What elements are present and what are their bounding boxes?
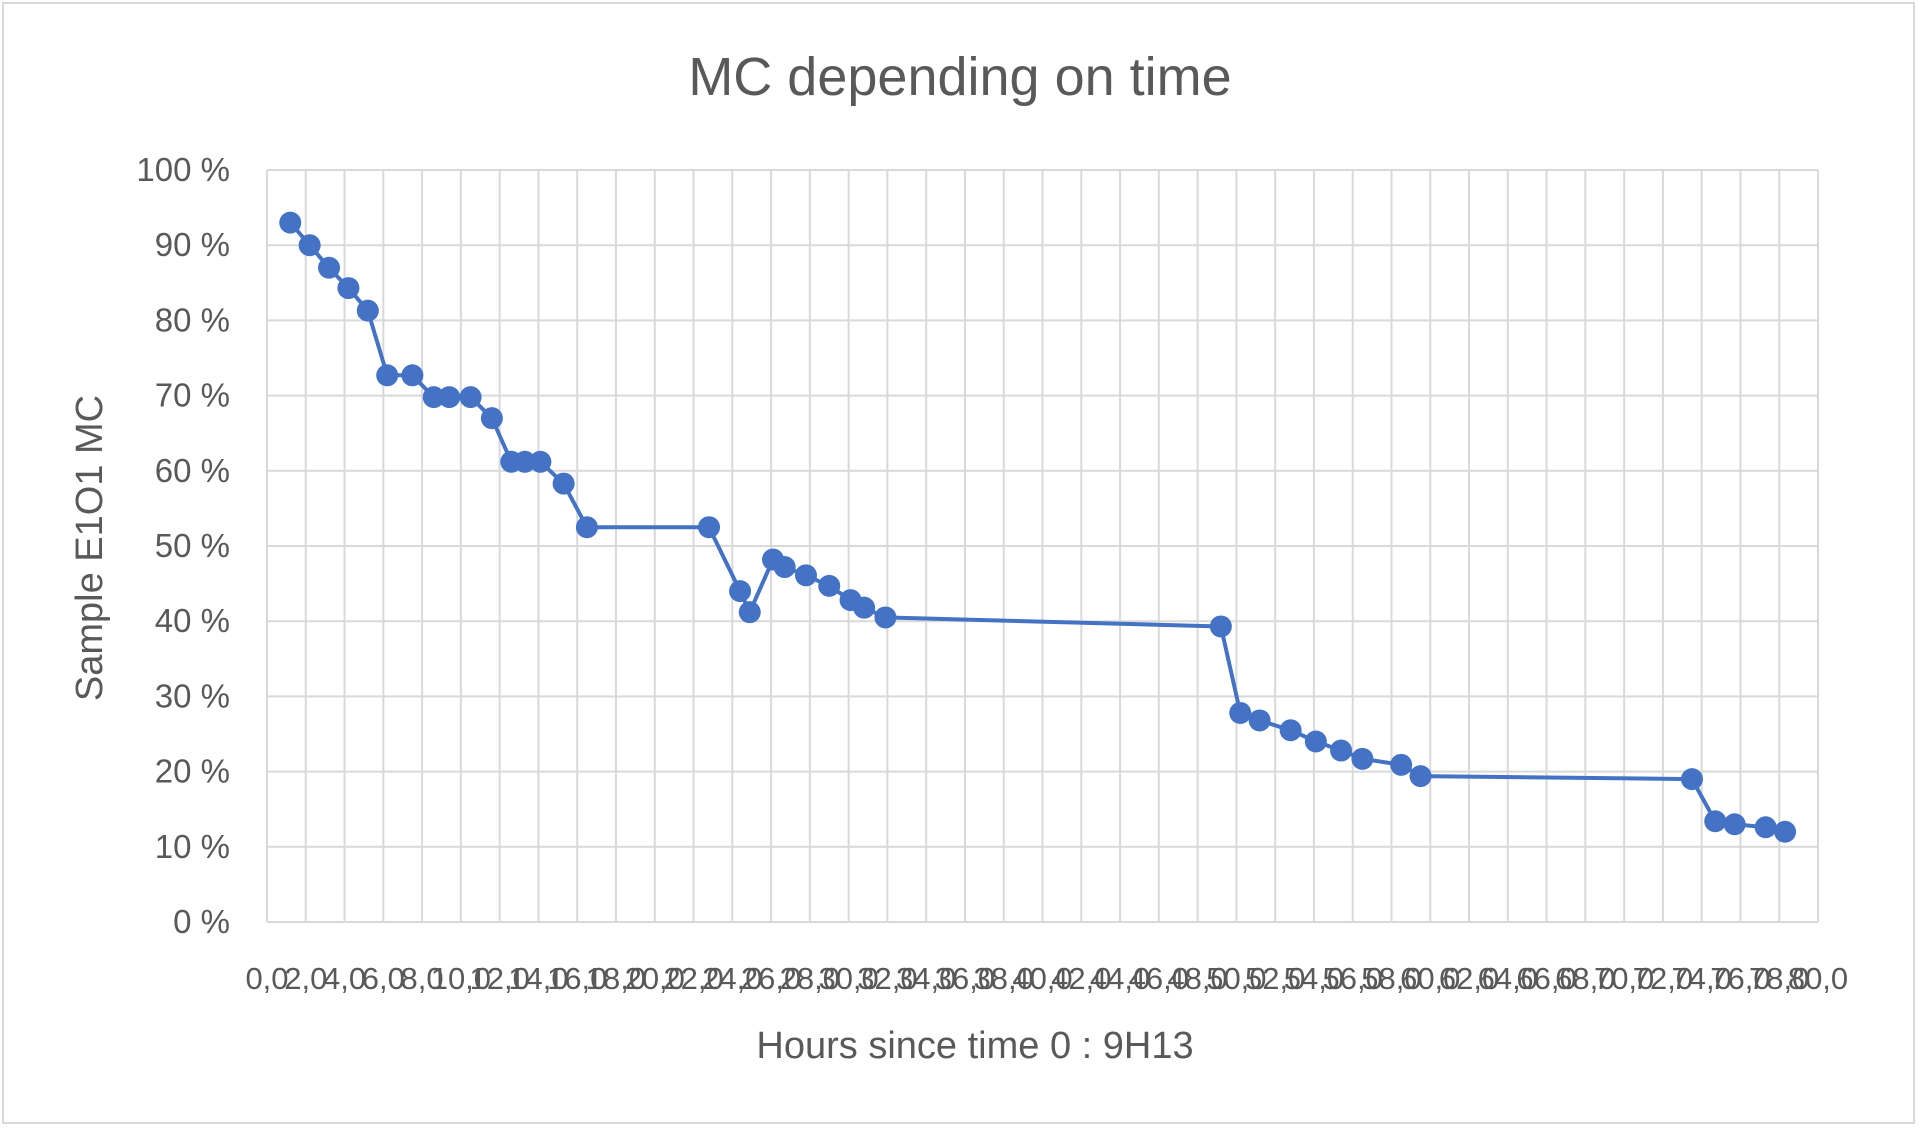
x-tick-label: 16,0 (547, 961, 607, 996)
x-tick-label: 60,0 (1400, 961, 1460, 996)
x-tick-label: 6,0 (362, 961, 405, 996)
data-point (1279, 719, 1302, 742)
x-tick-label: 66,0 (1516, 961, 1576, 996)
y-tick-label: 100 % (136, 151, 230, 188)
data-point (513, 450, 536, 473)
x-tick-label: 78,0 (1749, 961, 1809, 996)
data-point (1774, 820, 1797, 843)
data-point (1304, 730, 1327, 753)
x-tick-label: 80,0 (1788, 961, 1848, 996)
data-point (480, 407, 503, 430)
x-tick-label: 50,0 (1206, 961, 1266, 996)
x-tick-label: 24,0 (702, 961, 762, 996)
data-point (529, 450, 552, 473)
data-point (1409, 765, 1432, 788)
x-tick-label: 40,0 (1012, 961, 1072, 996)
data-point (1351, 747, 1374, 770)
x-tick-label: 46,0 (1129, 961, 1189, 996)
x-axis-title: Hours since time 0 : 9H13 (756, 1025, 1193, 1067)
y-tick-label: 30 % (155, 677, 230, 714)
x-tick-label: 44,0 (1090, 961, 1150, 996)
data-point (729, 580, 752, 603)
x-axis-ticks: 0,02,04,06,08,010,012,014,016,018,020,02… (245, 961, 1848, 996)
x-tick-label: 4,0 (323, 961, 366, 996)
x-tick-label: 58,0 (1361, 961, 1421, 996)
data-point (773, 556, 796, 579)
data-point (794, 564, 817, 587)
data-point (1754, 816, 1777, 839)
data-point (1704, 810, 1727, 833)
x-tick-label: 56,0 (1323, 961, 1383, 996)
data-point (279, 211, 302, 234)
chart-title: MC depending on time (688, 47, 1231, 107)
y-tick-label: 0 % (173, 903, 230, 940)
x-tick-label: 32,0 (857, 961, 917, 996)
data-point (1680, 768, 1703, 791)
x-tick-label: 62,0 (1439, 961, 1499, 996)
data-point (1248, 709, 1271, 732)
data-point (438, 386, 461, 409)
data-point (459, 386, 482, 409)
data-point (1390, 753, 1413, 776)
x-tick-label: 38,0 (974, 961, 1034, 996)
x-tick-label: 42,0 (1051, 961, 1111, 996)
x-tick-label: 8,0 (401, 961, 444, 996)
y-tick-label: 80 % (155, 301, 230, 338)
y-tick-label: 40 % (155, 602, 230, 639)
x-tick-label: 20,0 (625, 961, 685, 996)
data-point (1330, 739, 1353, 762)
y-tick-label: 60 % (155, 452, 230, 489)
x-tick-label: 70,0 (1594, 961, 1654, 996)
y-axis-ticks: 0 % 10 % 20 % 30 % 40 % 50 % 60 % 70 % 80 % 90 % 1… (136, 151, 230, 940)
series-line (288, 221, 1786, 834)
y-tick-label: 90 % (155, 226, 230, 263)
x-tick-label: 30,0 (818, 961, 878, 996)
x-tick-label: 48,0 (1167, 961, 1227, 996)
data-point (853, 596, 876, 619)
x-tick-label: 76,0 (1710, 961, 1770, 996)
data-point (401, 364, 424, 387)
data-point (575, 516, 598, 539)
data-point (698, 516, 721, 539)
x-tick-label: 18,0 (586, 961, 646, 996)
data-point (376, 364, 399, 387)
x-tick-label: 12,0 (469, 961, 529, 996)
x-tick-label: 22,0 (663, 961, 723, 996)
data-point (337, 277, 360, 300)
x-tick-label: 26,0 (741, 961, 801, 996)
x-tick-label: 10,0 (431, 961, 491, 996)
x-tick-label: 74,0 (1672, 961, 1732, 996)
y-tick-label: 10 % (155, 828, 230, 865)
x-tick-label: 54,0 (1284, 961, 1344, 996)
data-point (356, 299, 379, 322)
y-tick-label: 50 % (155, 527, 230, 564)
data-point (1209, 615, 1232, 638)
data-point (1723, 813, 1746, 836)
y-tick-label: 20 % (155, 753, 230, 790)
y-axis-title: Sample E1O1 MC (69, 395, 111, 701)
x-tick-label: 0,0 (245, 961, 288, 996)
data-point (818, 574, 841, 597)
gridlines (266, 169, 1819, 923)
data-point (874, 606, 897, 629)
data-point (738, 601, 761, 624)
data-series (279, 211, 1797, 843)
x-tick-label: 28,0 (780, 961, 840, 996)
y-tick-label: 70 % (155, 377, 230, 414)
data-point (1229, 701, 1252, 724)
x-tick-label: 52,0 (1245, 961, 1305, 996)
x-tick-label: 14,0 (508, 961, 568, 996)
x-tick-label: 36,0 (935, 961, 995, 996)
data-point (318, 256, 341, 279)
x-tick-label: 34,0 (896, 961, 956, 996)
x-tick-label: 72,0 (1633, 961, 1693, 996)
x-tick-label: 64,0 (1478, 961, 1538, 996)
data-point (552, 472, 575, 495)
x-tick-label: 2,0 (284, 961, 327, 996)
data-point (422, 386, 445, 409)
x-tick-label: 68,0 (1555, 961, 1615, 996)
data-point (298, 234, 321, 257)
